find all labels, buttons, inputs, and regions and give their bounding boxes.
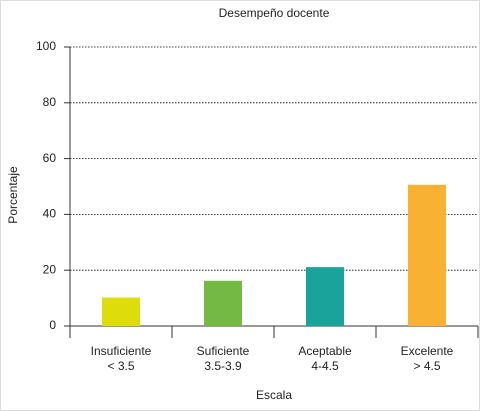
bar [204,280,242,326]
x-tick-label: Insuficiente [91,344,152,358]
x-tick-label: 4-4.5 [311,359,339,373]
bar [408,184,446,326]
x-tick-label: Suficiente [197,344,250,358]
y-tick-label: 40 [43,207,57,221]
y-tick-label: 100 [36,39,56,53]
y-tick-label: 80 [43,95,57,109]
x-axis-label: Escala [256,388,292,402]
x-tick-label: > 4.5 [413,359,440,373]
x-tick-label: 3.5-3.9 [204,359,242,373]
bar [306,267,344,326]
y-axis-label: Porcentaje [6,166,20,224]
y-tick-label: 20 [43,262,57,276]
x-tick-label: Aceptable [298,344,352,358]
bar [102,297,140,326]
y-tick-label: 60 [43,151,57,165]
x-tick-label: < 3.5 [107,359,134,373]
y-tick-label: 0 [49,318,56,332]
x-tick-label: Excelente [401,344,454,358]
chart-title: Desempeño docente [219,6,330,20]
